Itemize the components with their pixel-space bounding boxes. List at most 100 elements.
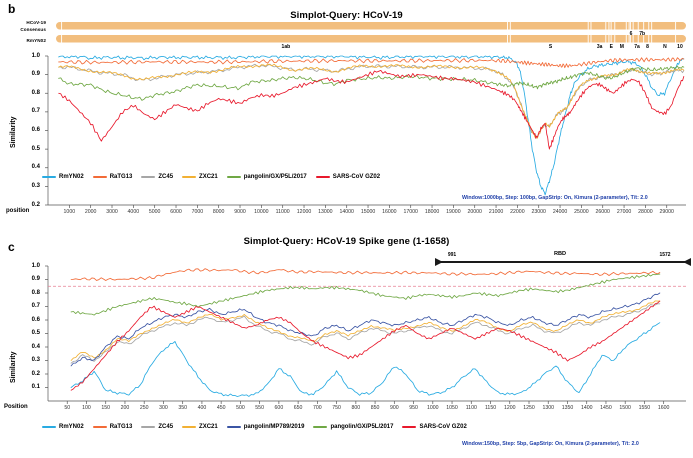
legend-label: pangolin/GX/P5L/2017 <box>330 424 394 430</box>
gene-label-S: S <box>548 44 553 50</box>
legend-item-pangolin-gx-p5l-2017[interactable]: pangolin/GX/P5L/2017 <box>313 424 393 430</box>
x-tick-label: 1000 <box>63 209 76 215</box>
gene-label-M: M <box>619 44 624 50</box>
panel-c-x-axis-title: Position <box>4 404 28 410</box>
x-tick-label: 450 <box>216 405 226 411</box>
x-tick-label: 900 <box>389 405 399 411</box>
gene-label-N: N <box>663 44 667 50</box>
x-tick-label: 23000 <box>531 209 546 215</box>
legend-swatch-icon <box>92 425 107 429</box>
genome-track-label-rmyn02: RmYN02 <box>26 38 46 43</box>
legend-item-rmyn02[interactable]: RmYN02 <box>42 424 84 430</box>
x-tick-label: 12000 <box>296 209 312 215</box>
x-tick-label: 250 <box>139 405 149 411</box>
x-tick-label: 9000 <box>234 209 246 215</box>
gene-label-6: 6 <box>629 31 633 37</box>
legend-swatch-icon <box>226 175 241 179</box>
legend-item-rmyn02[interactable]: RmYN02 <box>42 174 84 180</box>
x-tick-label: 1600 <box>657 405 670 411</box>
x-tick-label: 19000 <box>446 209 461 215</box>
legend-item-zxc21[interactable]: ZXC21 <box>182 174 218 180</box>
x-tick-label: 1250 <box>523 405 535 411</box>
y-tick-label: 0.7 <box>31 303 40 309</box>
x-tick-label: 1000 <box>427 405 439 411</box>
x-tick-label: 1050 <box>446 405 458 411</box>
x-tick-label: 750 <box>332 405 341 411</box>
genome-track-label-consensus-line1: HCoV-19 <box>26 20 46 25</box>
legend-swatch-icon <box>313 425 328 429</box>
legend-panel-c: RmYN02 RaTG13 ZC45 ZXC21 pangolin/MP789/2019… <box>42 424 476 430</box>
x-tick-label: 1350 <box>561 405 574 411</box>
x-tick-label: 11000 <box>275 209 290 215</box>
y-tick-label: 0.4 <box>31 343 40 350</box>
legend-label: RmYN02 <box>59 174 84 180</box>
x-tick-label: 550 <box>255 405 264 411</box>
y-tick-label: 0.3 <box>31 357 40 363</box>
y-tick-label: 0.8 <box>31 289 40 296</box>
rbd-label: RBD <box>553 251 567 257</box>
legend-item-ratg13[interactable]: RaTG13 <box>92 424 133 430</box>
x-tick-label: 1450 <box>600 405 612 411</box>
legend-item-sars-cov-gz02[interactable]: SARS-CoV GZ02 <box>315 174 381 180</box>
panel-b-letter: b <box>8 2 16 16</box>
legend-panel-b: RmYN02 RaTG13 ZC45 ZXC21 pangolin/GX/P5L/201… <box>42 174 389 180</box>
legend-label: SARS-CoV GZ02 <box>332 174 381 180</box>
x-tick-label: 600 <box>274 405 284 411</box>
legend-label: RaTG13 <box>109 174 133 180</box>
x-tick-label: 13000 <box>318 209 333 215</box>
x-tick-label: 500 <box>236 405 245 411</box>
x-tick-label: 21000 <box>488 209 504 215</box>
panel-b-x-axis-title: position <box>6 208 30 214</box>
y-tick-label: 0.5 <box>31 145 40 152</box>
x-tick-label: 50 <box>64 405 71 411</box>
legend-item-ratg13[interactable]: RaTG13 <box>92 174 133 180</box>
x-tick-label: 6000 <box>170 209 182 215</box>
legend-swatch-icon <box>226 425 241 429</box>
legend-item-pangolin-mp789-2019[interactable]: pangolin/MP789/2019 <box>226 424 305 430</box>
legend-label: SARS-CoV GZ02 <box>419 424 467 430</box>
x-tick-label: 400 <box>197 405 207 411</box>
legend-label: ZC45 <box>158 174 174 180</box>
y-tick-label: 0.2 <box>31 201 40 208</box>
x-tick-label: 18000 <box>424 209 440 215</box>
rbd-end-label: 1572 <box>659 252 671 258</box>
gene-label-E: E <box>609 44 613 50</box>
x-tick-label: 4000 <box>127 209 140 215</box>
x-tick-label: 1100 <box>465 405 477 411</box>
y-tick-label: 0.8 <box>31 89 40 96</box>
x-tick-label: 29000 <box>659 209 674 215</box>
rbd-region-bar <box>435 258 691 266</box>
legend-item-zxc21[interactable]: ZXC21 <box>182 424 218 430</box>
x-tick-label: 5000 <box>148 209 161 215</box>
x-tick-label: 800 <box>351 405 361 411</box>
legend-label: ZXC21 <box>199 174 218 180</box>
x-tick-label: 26000 <box>595 209 610 215</box>
legend-item-sars-cov-gz02[interactable]: SARS-CoV GZ02 <box>402 424 467 430</box>
y-tick-label: 0.9 <box>31 71 40 78</box>
y-tick-label: 0.7 <box>31 108 40 115</box>
x-tick-label: 14000 <box>339 209 354 215</box>
x-tick-label: 350 <box>178 405 187 411</box>
x-tick-label: 27000 <box>616 209 632 215</box>
legend-label: ZC45 <box>158 424 174 430</box>
legend-swatch-icon <box>315 175 330 179</box>
x-tick-label: 10000 <box>254 209 269 215</box>
genome-track-label-consensus-line2: Consensus <box>20 27 46 32</box>
legend-item-zc45[interactable]: ZC45 <box>141 424 173 430</box>
x-tick-label: 1500 <box>619 405 631 411</box>
y-tick-label: 0.1 <box>31 384 40 390</box>
y-tick-label: 1.0 <box>31 262 40 269</box>
legend-item-zc45[interactable]: ZC45 <box>141 174 173 180</box>
legend-swatch-icon <box>182 175 197 179</box>
gene-label-7a: 7a <box>634 44 640 50</box>
x-tick-label: 850 <box>370 405 380 411</box>
y-tick-label: 0.4 <box>31 164 40 171</box>
legend-label: pangolin/MP789/2019 <box>243 424 305 430</box>
panel-c-y-axis-title: Similarity <box>10 351 17 383</box>
legend-label: RaTG13 <box>109 424 133 430</box>
y-tick-label: 0.6 <box>31 316 40 323</box>
settings-note-panel-b: Window:1000bp, Step: 100bp, GapStrip: On… <box>462 195 648 201</box>
legend-item-pangolin-gx-p5l-2017[interactable]: pangolin/GX/P5L/2017 <box>226 174 307 180</box>
x-tick-label: 1200 <box>503 405 516 411</box>
